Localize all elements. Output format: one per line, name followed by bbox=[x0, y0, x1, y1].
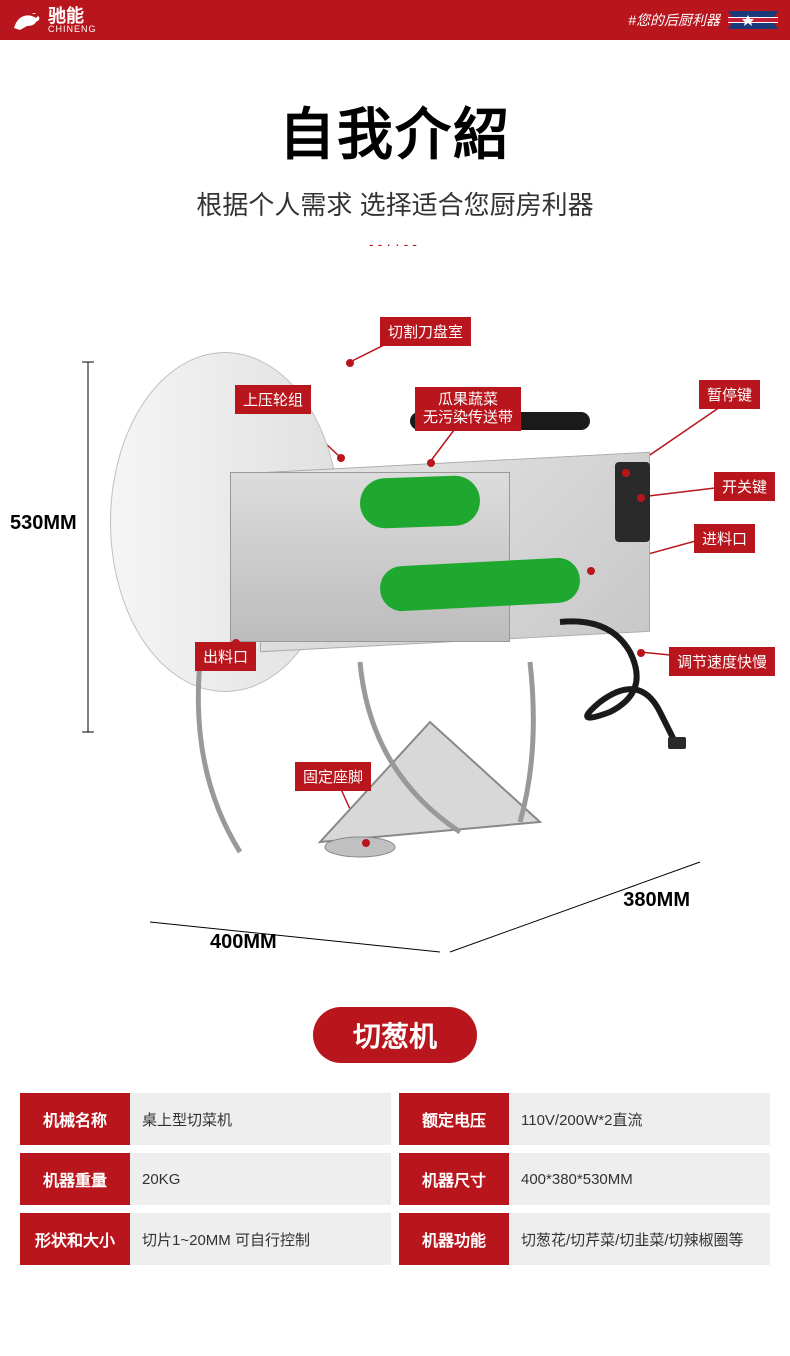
spec-label-size: 机器尺寸 bbox=[399, 1153, 509, 1205]
spec-value-name: 桌上型切菜机 bbox=[130, 1093, 391, 1145]
horse-icon bbox=[12, 8, 42, 32]
brand-en: CHINENG bbox=[48, 25, 97, 34]
label-press: 上压轮组 bbox=[235, 385, 311, 414]
spec-label-func: 机器功能 bbox=[399, 1213, 509, 1265]
logo: 驰能 CHINENG bbox=[12, 7, 97, 34]
spec-value-func: 切葱花/切芹菜/切韭菜/切辣椒圈等 bbox=[509, 1213, 770, 1265]
spec-table: 机械名称 桌上型切菜机 额定电压 110V/200W*2直流 机器重量 20KG… bbox=[0, 1093, 790, 1303]
label-feed: 进料口 bbox=[694, 524, 755, 553]
label-outlet: 出料口 bbox=[195, 642, 256, 671]
tagline: #您的后厨利器 bbox=[628, 10, 720, 30]
dimension-height: 530MM bbox=[10, 512, 77, 535]
spec-value-voltage: 110V/200W*2直流 bbox=[509, 1093, 770, 1145]
spec-row: 形状和大小 切片1~20MM 可自行控制 机器功能 切葱花/切芹菜/切韭菜/切辣… bbox=[20, 1213, 770, 1265]
spec-label-voltage: 额定电压 bbox=[399, 1093, 509, 1145]
spec-row: 机器重量 20KG 机器尺寸 400*380*530MM bbox=[20, 1153, 770, 1205]
product-name: 切葱机 bbox=[313, 1007, 477, 1063]
spec-label-name: 机械名称 bbox=[20, 1093, 130, 1145]
label-speed: 调节速度快慢 bbox=[669, 647, 775, 676]
label-switch: 开关键 bbox=[714, 472, 775, 501]
product-name-section: 切葱机 bbox=[0, 962, 790, 1093]
label-foot: 固定座脚 bbox=[295, 762, 371, 791]
header: 驰能 CHINENG #您的后厨利器 bbox=[0, 0, 790, 40]
dimension-width: 400MM bbox=[210, 931, 277, 954]
spec-value-shape: 切片1~20MM 可自行控制 bbox=[130, 1213, 391, 1265]
spec-value-weight: 20KG bbox=[130, 1153, 391, 1205]
spec-label-weight: 机器重量 bbox=[20, 1153, 130, 1205]
spec-row: 机械名称 桌上型切菜机 额定电压 110V/200W*2直流 bbox=[20, 1093, 770, 1145]
divider: --··-- bbox=[20, 236, 770, 252]
flag-icon bbox=[728, 11, 778, 29]
brand-cn: 驰能 bbox=[48, 7, 97, 25]
main-title: 自我介紹 bbox=[20, 90, 770, 171]
label-cutter: 切割刀盘室 bbox=[380, 317, 471, 346]
label-belt: 瓜果蔬菜 无污染传送带 bbox=[415, 387, 521, 431]
subtitle: 根据个人需求 选择适合您厨房利器 bbox=[20, 185, 770, 222]
spec-value-size: 400*380*530MM bbox=[509, 1153, 770, 1205]
dimension-depth: 380MM bbox=[623, 889, 690, 912]
machine-illustration bbox=[120, 332, 660, 892]
spec-label-shape: 形状和大小 bbox=[20, 1213, 130, 1265]
title-section: 自我介紹 根据个人需求 选择适合您厨房利器 --··-- bbox=[0, 40, 790, 272]
label-pause: 暂停键 bbox=[699, 380, 760, 409]
product-diagram: 530MM 400MM 380MM bbox=[0, 272, 790, 962]
